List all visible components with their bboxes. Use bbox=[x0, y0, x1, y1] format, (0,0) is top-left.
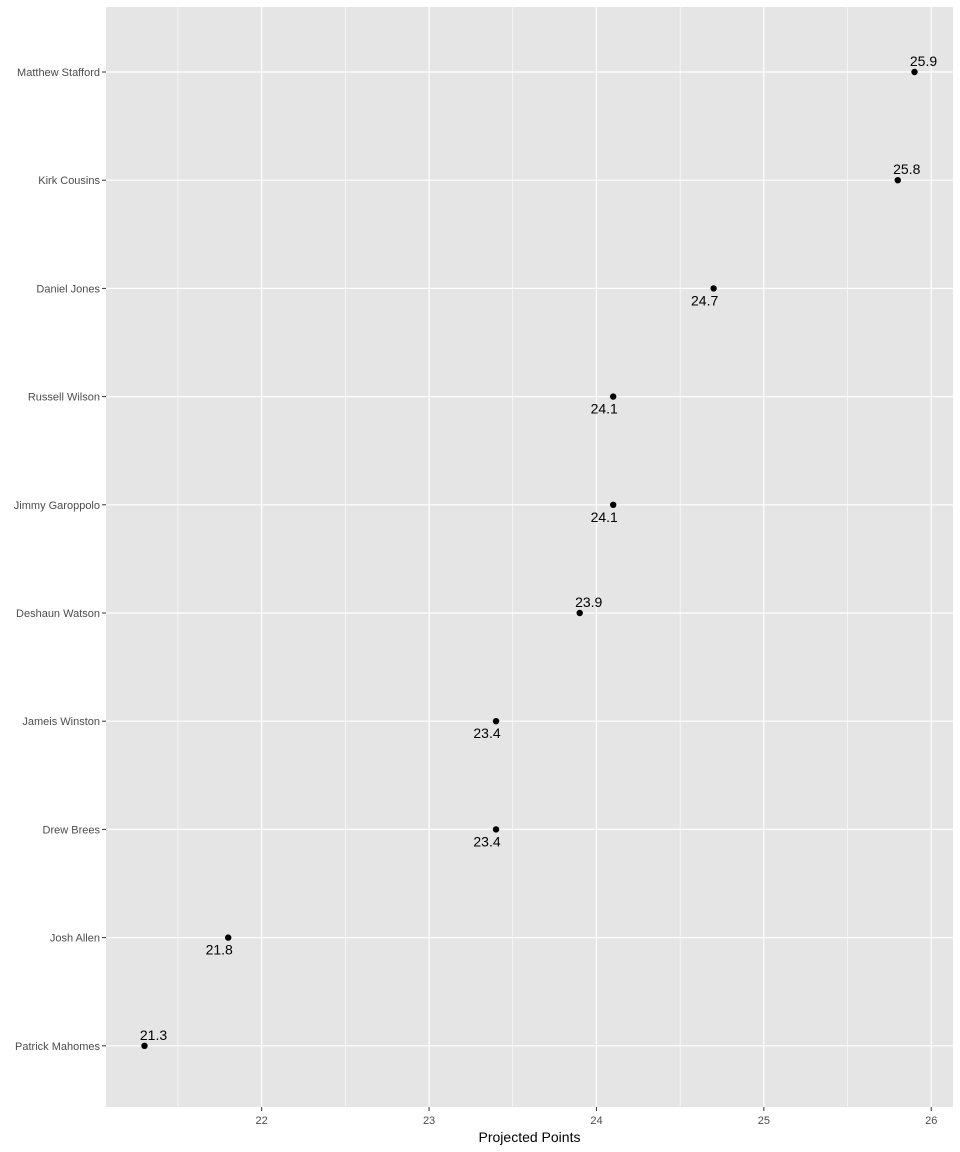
data-point bbox=[492, 718, 500, 725]
data-label: 23.4 bbox=[473, 725, 500, 741]
y-tick-label: Josh Allen bbox=[50, 933, 100, 945]
y-tick-label: Daniel Jones bbox=[36, 283, 100, 295]
data-point bbox=[894, 177, 901, 184]
data-label: 21.8 bbox=[206, 942, 233, 958]
y-tick-label: Jameis Winston bbox=[22, 716, 100, 728]
y-tick-label: Deshaun Watson bbox=[16, 608, 100, 620]
data-point bbox=[576, 609, 583, 617]
data-label: 25.8 bbox=[893, 161, 920, 177]
data-point bbox=[911, 68, 918, 76]
x-tick-label: 24 bbox=[590, 1115, 602, 1127]
x-tick-label: 25 bbox=[758, 1115, 770, 1127]
x-tick-label: 26 bbox=[925, 1115, 937, 1127]
data-label: 23.9 bbox=[575, 594, 602, 610]
gridlines bbox=[106, 7, 953, 1107]
x-axis-title: Projected Points bbox=[479, 1129, 581, 1145]
y-tick-label: Patrick Mahomes bbox=[15, 1041, 100, 1053]
data-point bbox=[492, 826, 500, 833]
data-point bbox=[141, 1042, 148, 1050]
data-label: 25.9 bbox=[910, 53, 937, 69]
data-points bbox=[141, 68, 918, 1050]
data-label: 23.4 bbox=[473, 833, 500, 849]
data-point bbox=[609, 501, 617, 508]
data-label: 24.1 bbox=[591, 509, 618, 525]
y-tick-label: Drew Brees bbox=[43, 824, 101, 836]
x-axis: 22 23 24 25 26 bbox=[256, 1107, 937, 1127]
data-point bbox=[609, 393, 617, 400]
data-label: 24.7 bbox=[691, 292, 718, 308]
data-label: 24.1 bbox=[591, 401, 618, 417]
y-tick-label: Russell Wilson bbox=[28, 392, 100, 404]
y-tick-label: Matthew Stafford bbox=[17, 67, 100, 79]
data-point bbox=[710, 285, 717, 292]
x-tick-label: 23 bbox=[423, 1115, 435, 1127]
x-tick-label: 22 bbox=[256, 1115, 268, 1127]
y-tick-label: Jimmy Garoppolo bbox=[14, 500, 100, 512]
plot-panel bbox=[106, 7, 953, 1107]
data-label: 21.3 bbox=[140, 1027, 167, 1043]
y-axis: Matthew Stafford Kirk Cousins Daniel Jones… bbox=[14, 67, 106, 1053]
data-point bbox=[224, 934, 232, 941]
data-labels: 25.9 25.8 24.7 24.1 24.1 23.9 23.4 23.4 21.8 21.3 bbox=[140, 53, 937, 1043]
y-tick-label: Kirk Cousins bbox=[38, 175, 100, 187]
